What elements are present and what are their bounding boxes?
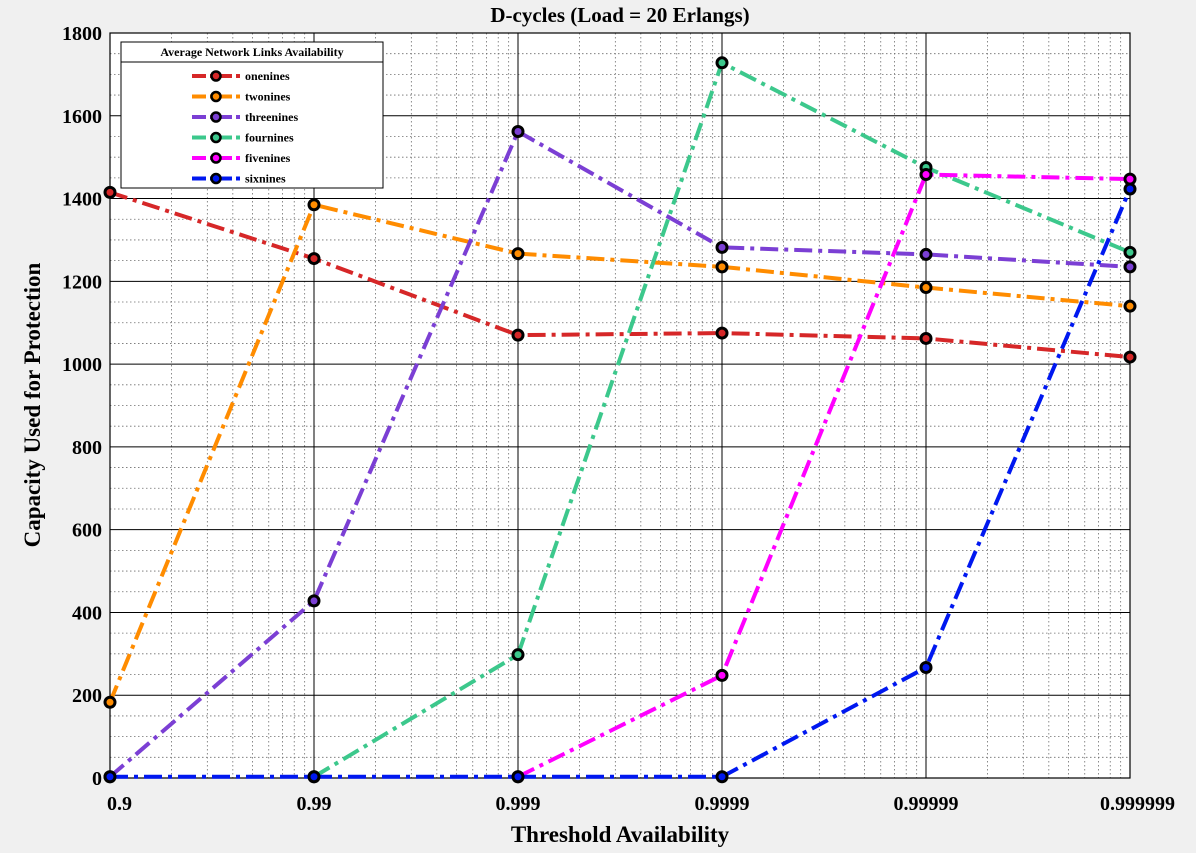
legend-label: sixnines: [245, 172, 286, 186]
series-twonines: [103, 198, 1137, 709]
data-point: [511, 247, 525, 261]
data-point: [103, 695, 117, 709]
legend-label: twonines: [245, 90, 291, 104]
legend-item-twonines: twonines: [192, 90, 291, 104]
legend-marker: [210, 131, 222, 144]
legend-marker: [210, 172, 222, 185]
data-point: [511, 328, 525, 342]
data-point: [1123, 350, 1137, 364]
data-point: [919, 660, 933, 674]
y-tick-label: 1400: [62, 189, 102, 211]
data-point: [511, 770, 525, 784]
y-tick-label: 1000: [62, 354, 102, 376]
y-tick-label: 200: [72, 685, 102, 707]
x-tick-label: 0.9: [107, 793, 132, 815]
legend-item-fournines: fournines: [192, 131, 294, 145]
y-axis-label: Capacity Used for Protection: [20, 262, 45, 547]
data-point: [307, 252, 321, 266]
legend-item-threenines: threenines: [192, 110, 298, 124]
legend-item-fivenines: fivenines: [192, 151, 291, 165]
legend-marker: [210, 70, 222, 82]
y-tick-label: 800: [72, 437, 102, 459]
x-tick-label: 0.9999: [695, 793, 750, 815]
legend-label: onenines: [245, 69, 290, 83]
legend-items: onenines twonines threenines fournines fiven…: [192, 69, 298, 186]
series-sixnines: [103, 182, 1137, 784]
data-point: [511, 648, 525, 662]
data-point: [715, 260, 729, 274]
legend-marker: [210, 111, 222, 123]
data-point: [307, 594, 321, 608]
series-line: [517, 172, 1131, 779]
data-point: [1123, 245, 1137, 259]
legend-label: fournines: [245, 131, 294, 145]
y-tick-label: 400: [72, 602, 102, 624]
tick-labels: 0 200 400 600 800 1000 1200 1400 1600 1800 0.9 0.99…: [62, 23, 1175, 815]
legend-item-sixnines: sixnines: [192, 172, 286, 186]
y-tick-label: 600: [72, 520, 102, 542]
data-point: [103, 770, 117, 784]
data-point: [715, 668, 729, 682]
data-point: [715, 240, 729, 254]
legend-label: fivenines: [245, 151, 291, 165]
legend-box: [120, 41, 384, 189]
chart-title: D-cycles (Load = 20 Erlangs): [490, 3, 749, 27]
y-tick-label: 1800: [62, 23, 102, 45]
series-onenines: [103, 185, 1137, 364]
x-tick-label: 0.999999: [1100, 793, 1175, 815]
x-tick-label: 0.99999: [894, 793, 959, 815]
series-line: [108, 202, 1131, 704]
legend-marker: [210, 152, 222, 164]
x-tick-label: 0.99: [297, 793, 332, 815]
y-tick-label: 1200: [62, 271, 102, 293]
legend: Average Network Links Availability oneni…: [120, 41, 384, 189]
legend-item-onenines: onenines: [192, 69, 290, 83]
series-line: [108, 129, 1131, 779]
x-tick-label: 0.999: [496, 793, 541, 815]
data-point: [919, 247, 933, 261]
data-point: [919, 281, 933, 295]
series-line: [109, 190, 1131, 360]
data-point: [1123, 260, 1137, 274]
data-point: [103, 185, 117, 199]
data-point: [1123, 182, 1137, 196]
data-point: [511, 125, 525, 139]
x-axis-label: Threshold Availability: [511, 822, 730, 847]
data-point: [919, 168, 933, 182]
y-tick-label: 1600: [62, 106, 102, 128]
data-point: [715, 770, 729, 784]
data-point: [715, 56, 729, 70]
data-point: [307, 770, 321, 784]
legend-label: threenines: [245, 110, 298, 124]
data-point: [307, 198, 321, 212]
data-point: [919, 331, 933, 345]
data-point: [715, 326, 729, 340]
legend-marker: [210, 90, 222, 103]
legend-title: Average Network Links Availability: [160, 45, 343, 59]
y-tick-label: 0: [92, 768, 102, 790]
series-layer: [103, 56, 1137, 784]
series-line: [110, 188, 1132, 779]
data-point: [1123, 299, 1137, 313]
